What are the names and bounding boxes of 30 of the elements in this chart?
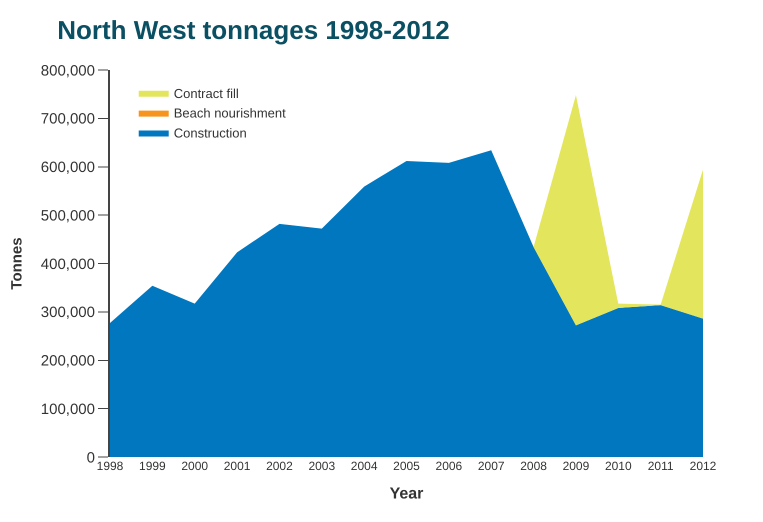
chart-title: North West tonnages 1998-2012 [57,15,450,46]
x-tick-label: 2001 [224,459,251,473]
y-tick-label: 400,000 [40,256,95,273]
y-tick-label: 200,000 [40,352,95,370]
x-tick-label: 2005 [393,459,420,473]
x-axis-title: Year [390,486,424,503]
y-tick-label: 600,000 [40,159,95,176]
x-tick-label: 2004 [350,459,378,473]
x-tick-label: 2003 [308,459,336,473]
x-tick-label: 2010 [604,459,632,473]
legend-label: Construction [174,126,247,141]
x-tick-label: 1998 [96,459,124,473]
x-tick-label: 2006 [436,459,463,473]
y-tick-label: 300,000 [40,304,95,322]
x-tick-label: 2012 [690,459,717,473]
y-tick-label: 500,000 [40,207,95,224]
legend-label: Beach nourishment [174,106,286,121]
legend-label: Contract fill [174,86,239,101]
x-tick-label: 1999 [139,459,166,473]
x-tick-label: 2008 [520,459,548,473]
y-tick-label: 0 [86,449,95,466]
y-axis-title: Tonnes [8,237,26,290]
y-tick-label: 800,000 [40,62,95,80]
x-tick-label: 2002 [266,459,294,473]
x-tick-label: 2009 [562,459,590,473]
y-tick-label: 100,000 [40,400,95,418]
y-tick-label: 700,000 [40,110,95,128]
x-tick-label: 2011 [648,459,674,473]
x-tick-label: 2007 [478,459,505,473]
x-tick-label: 2000 [181,459,208,473]
